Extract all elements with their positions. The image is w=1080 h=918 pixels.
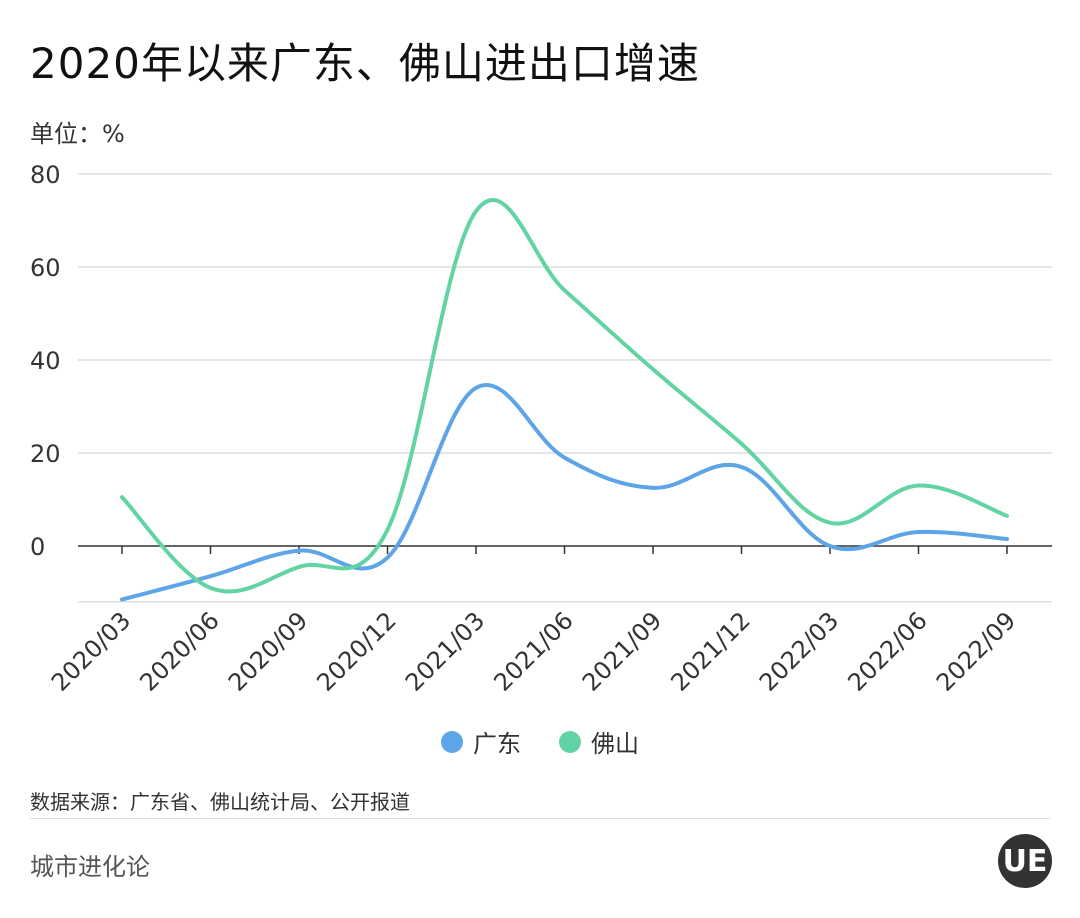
data-source: 数据来源：广东省、佛山统计局、公开报道 bbox=[30, 790, 410, 814]
brand-logo: UE bbox=[998, 834, 1052, 888]
line-chart: 8060402002020/032020/062020/092020/12202… bbox=[30, 161, 1052, 697]
x-tick-label-2021/03: 2021/03 bbox=[400, 606, 490, 696]
legend-swatch-foshan bbox=[559, 730, 581, 753]
brand-name: 城市进化论 bbox=[30, 853, 150, 881]
series-line-guangdong bbox=[120, 383, 1009, 602]
chart-title: 2020年以来广东、佛山进出口增速 bbox=[30, 39, 700, 88]
x-tick-label-2020/12: 2020/12 bbox=[311, 606, 401, 696]
y-tick-label-20: 20 bbox=[30, 440, 61, 468]
y-tick-label-0: 0 bbox=[30, 533, 45, 561]
x-tick-label-2022/09: 2022/09 bbox=[931, 606, 1021, 696]
legend: 广东 佛山 bbox=[0, 724, 1080, 759]
x-tick-label-2022/06: 2022/06 bbox=[842, 606, 932, 696]
x-tick-label-2020/03: 2020/03 bbox=[46, 606, 136, 696]
legend-item-foshan[interactable]: 佛山 bbox=[559, 724, 639, 759]
y-tick-label-80: 80 bbox=[30, 161, 61, 189]
y-tick-label-40: 40 bbox=[30, 347, 61, 375]
legend-swatch-guangdong bbox=[441, 730, 463, 753]
legend-label-guangdong: 广东 bbox=[473, 730, 521, 758]
legend-label-foshan: 佛山 bbox=[591, 730, 639, 758]
divider bbox=[30, 818, 1050, 819]
y-tick-label-60: 60 bbox=[30, 254, 61, 282]
x-tick-label-2021/12: 2021/12 bbox=[665, 606, 755, 696]
x-tick-label-2022/03: 2022/03 bbox=[754, 606, 844, 696]
x-tick-label-2021/09: 2021/09 bbox=[577, 606, 667, 696]
series-line-foshan bbox=[120, 198, 1009, 594]
x-tick-label-2021/06: 2021/06 bbox=[488, 606, 578, 696]
unit-label: 单位：% bbox=[30, 120, 125, 148]
x-tick-label-2020/06: 2020/06 bbox=[134, 606, 224, 696]
legend-item-guangdong[interactable]: 广东 bbox=[441, 724, 521, 759]
x-tick-label-2020/09: 2020/09 bbox=[223, 606, 313, 696]
